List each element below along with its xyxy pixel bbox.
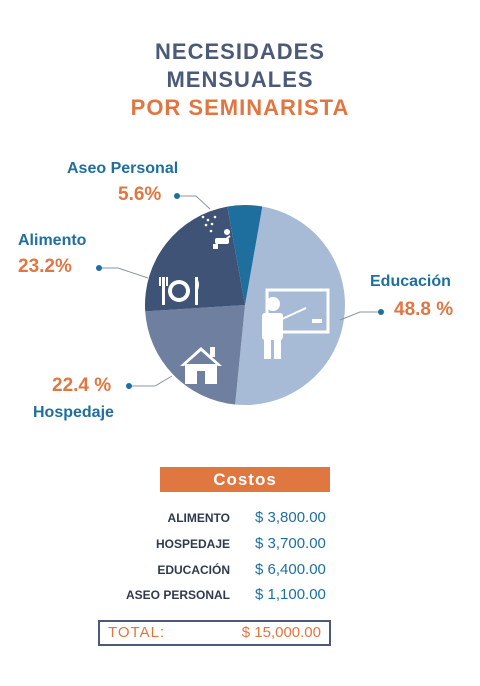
leader-line — [129, 375, 173, 387]
pct-alimento: 23.2% — [18, 256, 72, 277]
pct-hospedaje: 22.4 % — [52, 375, 112, 396]
label-hospedaje: Hospedaje — [33, 404, 114, 421]
cost-row: ALIMENTO $ 3,800.00 — [60, 508, 360, 528]
pie-chart — [96, 193, 384, 405]
total-box: TOTAL: $ 15,000.00 — [98, 620, 331, 646]
pie-slice-aseo-personal — [227, 205, 263, 305]
shower-icon — [201, 215, 231, 249]
cost-row: ASEO PERSONAL $ 1,100.00 — [60, 585, 360, 605]
plate-cutlery-icon — [159, 277, 199, 305]
cost-row: HOSPEDAJE $ 3,700.00 — [60, 534, 360, 554]
title-line-3: POR SEMINARISTA — [130, 95, 350, 120]
pct-educacion: 48.8 % — [394, 299, 454, 320]
cost-label: EDUCACIÓN — [157, 563, 230, 577]
cost-value: $ 3,800.00 — [255, 509, 326, 526]
cost-value: $ 1,100.00 — [255, 586, 326, 603]
leader-line — [339, 311, 381, 321]
leader-line — [99, 267, 149, 279]
title-line-2: MENSUALES — [166, 67, 314, 92]
cost-label: ASEO PERSONAL — [125, 588, 230, 602]
cost-row: EDUCACIÓN $ 6,400.00 — [60, 560, 360, 580]
cost-value: $ 3,700.00 — [255, 535, 326, 552]
house-icon — [180, 347, 222, 384]
teacher-icon — [262, 288, 330, 359]
pie-slice-educaci-n — [235, 206, 345, 405]
leader-line — [177, 195, 211, 210]
pct-aseo-personal: 5.6% — [118, 184, 162, 205]
cost-label: ALIMENTO — [167, 511, 230, 525]
cost-label: HOSPEDAJE — [155, 537, 230, 551]
total-label: TOTAL: — [108, 624, 166, 641]
label-aseo-personal: Aseo Personal — [67, 160, 179, 177]
total-value: $ 15,000.00 — [241, 624, 321, 641]
label-educacion: Educación — [370, 273, 451, 290]
costs-header: Costos — [160, 467, 330, 492]
label-alimento: Alimento — [18, 232, 87, 249]
title-line-1: NECESIDADES — [155, 39, 325, 64]
cost-value: $ 6,400.00 — [255, 561, 326, 578]
